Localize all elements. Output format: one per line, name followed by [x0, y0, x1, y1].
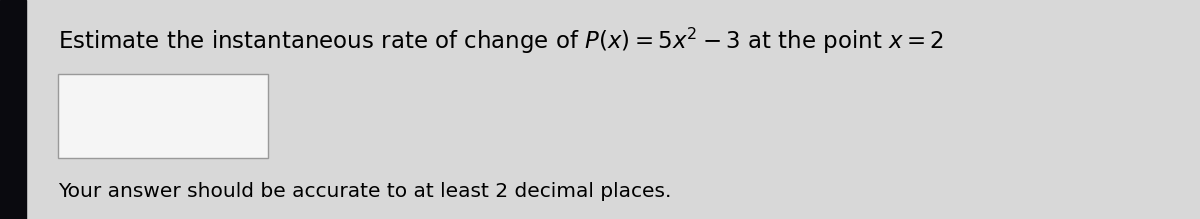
Bar: [0, 0, 26, 219]
Bar: [58, 74, 268, 158]
Text: Your answer should be accurate to at least 2 decimal places.: Your answer should be accurate to at lea…: [58, 182, 671, 201]
Text: Estimate the instantaneous rate of change of $P(x) = 5x^2 - 3$ at the point $x =: Estimate the instantaneous rate of chang…: [58, 26, 943, 57]
